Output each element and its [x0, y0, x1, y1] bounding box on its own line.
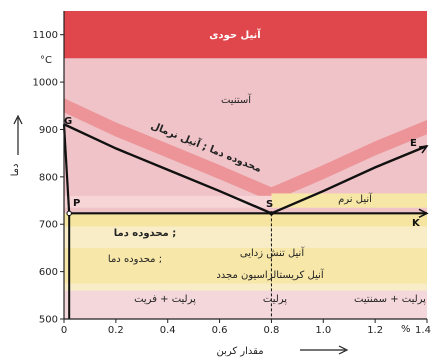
x-tick-label: 0.8: [263, 325, 279, 336]
gs-line: [63, 123, 272, 215]
range-label-1: محدوده دما ;: [114, 228, 176, 239]
gp-line: [62, 124, 71, 214]
y-tick-label: 500: [39, 315, 58, 326]
point-s: S: [266, 199, 273, 210]
pearlite-ferrite-label: پرلیت + فریت: [134, 294, 196, 305]
e-arrowhead: [418, 145, 429, 154]
recrystallization-zone: [64, 247, 427, 284]
y-tick-label: 800: [39, 172, 58, 183]
y-tick-label: 600: [39, 267, 58, 278]
point-e: E: [410, 138, 417, 149]
y-unit: °C: [40, 55, 52, 66]
liquid-region: [64, 11, 427, 59]
x-arrow-head: [338, 345, 349, 355]
normalizing-band: [64, 98, 427, 202]
phase-curves: [62, 123, 429, 319]
bottom-strip: [64, 290, 427, 319]
p-marker: [66, 210, 72, 217]
x-tick-label: 1.2: [367, 325, 383, 336]
y-tick-label: 900: [39, 125, 58, 136]
pearlite-label: پرلیت: [263, 294, 287, 305]
point-k: K: [412, 218, 421, 229]
stress-relief-label: آنیل تنش زدایی: [240, 246, 305, 259]
x-tick-label: 0.6: [212, 325, 228, 336]
recrystallization-label: آنیل کریستالزاسیون مجدد: [216, 268, 325, 281]
pearlite-cementite-label: پرلیت + سمنتیت: [354, 294, 426, 305]
region-fills: [64, 11, 427, 319]
k-arrowhead: [418, 208, 429, 219]
point-p: P: [73, 198, 80, 209]
x-percent-label: %: [401, 324, 411, 335]
full-anneal-label: آنیل نرم: [338, 192, 373, 205]
below-a1-strip: [64, 213, 427, 227]
y-tick-label: 1100: [33, 30, 58, 41]
x-tick-label: 0.2: [108, 325, 124, 336]
axes: 500 600 700 800 900 1000 1100 0 0.2 0.4 0.6 0.8 1.0 1…: [13, 11, 431, 355]
x-tick-label: 1.0: [315, 325, 331, 336]
y-axis-label: دما: [10, 164, 21, 177]
se-line: [270, 144, 428, 215]
x-tick-label: 0: [61, 325, 67, 336]
x-tick-label: 1.4: [415, 325, 431, 336]
y-tick-label: 700: [39, 220, 58, 231]
x-tick-label: 0.4: [160, 325, 176, 336]
s-marker: [269, 211, 274, 216]
range-label-2: محدوده دما ;: [108, 254, 162, 265]
point-g: G: [64, 116, 72, 127]
austenite-label: آستنیت: [221, 93, 252, 106]
liquid-label: آنیل حودی: [209, 28, 261, 41]
y-tick-label: 1000: [33, 78, 58, 89]
x-axis-label: مقدار کربن: [216, 346, 263, 357]
y-arrow-head: [13, 114, 23, 125]
